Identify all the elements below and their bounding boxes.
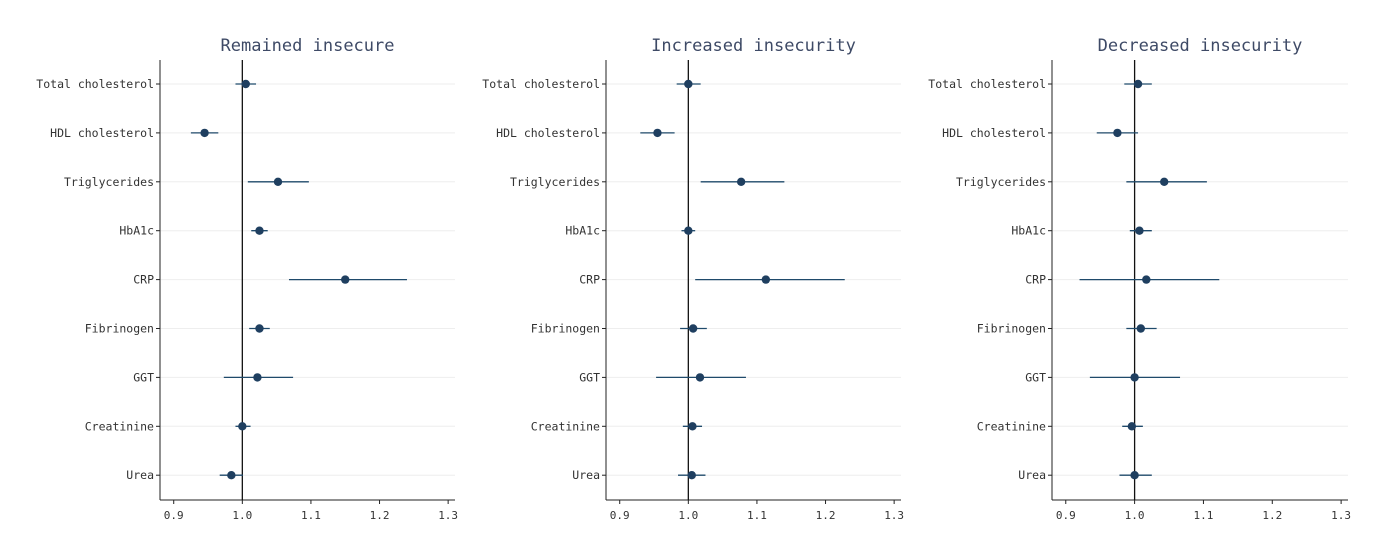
estimate-point bbox=[1113, 128, 1122, 138]
estimate-point bbox=[273, 177, 283, 186]
category-label: Total cholesterol bbox=[482, 77, 600, 91]
category-label: Total cholesterol bbox=[36, 77, 154, 91]
estimate-point bbox=[684, 79, 693, 89]
panel-increased-insecurity: Increased insecurity Total cholesterol HDL… bbox=[482, 36, 904, 522]
x-tick-label: 1.0 bbox=[678, 509, 698, 522]
x-tick-label: 0.9 bbox=[610, 509, 630, 522]
panel-title: Decreased insecurity bbox=[1098, 36, 1303, 56]
x-tick-label: 1.3 bbox=[438, 509, 458, 522]
category-label: Creatinine bbox=[977, 419, 1046, 433]
category-label: HDL cholesterol bbox=[942, 126, 1046, 140]
estimate-point bbox=[1130, 373, 1139, 382]
estimate-point bbox=[255, 226, 264, 235]
category-label: Fibrinogen bbox=[85, 322, 154, 336]
estimate-point bbox=[241, 79, 250, 89]
x-tick-label: 1.2 bbox=[370, 509, 390, 522]
estimate-point bbox=[1130, 471, 1139, 480]
category-label: Total cholesterol bbox=[928, 77, 1046, 91]
category-label: CRP bbox=[1025, 273, 1046, 287]
category-label: GGT bbox=[133, 370, 154, 384]
x-tick-label: 1.0 bbox=[1125, 509, 1145, 522]
category-label: Urea bbox=[572, 468, 600, 482]
x-tick-label: 1.0 bbox=[232, 509, 252, 522]
category-label: HbA1c bbox=[1011, 224, 1046, 238]
category-label: Urea bbox=[1018, 468, 1046, 482]
category-label: HbA1c bbox=[119, 224, 154, 238]
x-tick-label: 1.3 bbox=[884, 509, 904, 522]
category-label: Triglycerides bbox=[64, 175, 154, 189]
estimate-point bbox=[253, 373, 262, 382]
panel-title: Increased insecurity bbox=[651, 36, 856, 56]
estimate-point bbox=[1135, 226, 1144, 235]
estimate-point bbox=[200, 128, 209, 138]
x-tick-label: 1.1 bbox=[301, 509, 321, 522]
x-tick-label: 0.9 bbox=[1056, 509, 1076, 522]
estimate-point bbox=[1127, 422, 1137, 431]
x-tick-label: 1.2 bbox=[1262, 509, 1282, 522]
panel-remained-insecure: Remained insecure Total cholesterol HDL ch… bbox=[36, 36, 458, 522]
estimate-point bbox=[341, 275, 350, 284]
estimate-point bbox=[1133, 79, 1143, 89]
estimate-point bbox=[1160, 177, 1169, 186]
category-label: HbA1c bbox=[565, 224, 600, 238]
estimate-point bbox=[695, 373, 705, 382]
estimate-point bbox=[238, 422, 247, 431]
category-label: Triglycerides bbox=[510, 175, 600, 189]
estimate-point bbox=[1142, 275, 1151, 284]
estimate-point bbox=[761, 275, 771, 284]
estimate-point bbox=[688, 422, 697, 431]
estimate-point bbox=[736, 177, 746, 186]
category-label: Fibrinogen bbox=[531, 322, 600, 336]
panel-title: Remained insecure bbox=[221, 36, 395, 56]
category-label: HDL cholesterol bbox=[50, 126, 154, 140]
category-label: GGT bbox=[579, 370, 600, 384]
x-tick-label: 1.2 bbox=[816, 509, 836, 522]
category-label: GGT bbox=[1025, 370, 1046, 384]
category-label: CRP bbox=[133, 273, 154, 287]
category-label: Triglycerides bbox=[956, 175, 1046, 189]
estimate-point bbox=[255, 324, 264, 333]
estimate-point bbox=[688, 324, 698, 333]
estimate-point bbox=[684, 226, 693, 235]
category-label: Urea bbox=[126, 468, 154, 482]
category-label: Fibrinogen bbox=[977, 322, 1046, 336]
category-label: HDL cholesterol bbox=[496, 126, 600, 140]
x-tick-label: 1.1 bbox=[747, 509, 767, 522]
category-label: Creatinine bbox=[85, 419, 154, 433]
estimate-point bbox=[1136, 324, 1146, 333]
estimate-point bbox=[227, 471, 236, 480]
x-tick-label: 1.3 bbox=[1331, 509, 1351, 522]
x-tick-label: 1.1 bbox=[1194, 509, 1214, 522]
panel-decreased-insecurity: Decreased insecurity Total cholesterol HDL… bbox=[928, 36, 1351, 522]
x-tick-label: 0.9 bbox=[164, 509, 184, 522]
category-label: CRP bbox=[579, 273, 600, 287]
category-label: Creatinine bbox=[531, 419, 600, 433]
estimate-point bbox=[687, 471, 696, 480]
estimate-point bbox=[653, 128, 662, 138]
